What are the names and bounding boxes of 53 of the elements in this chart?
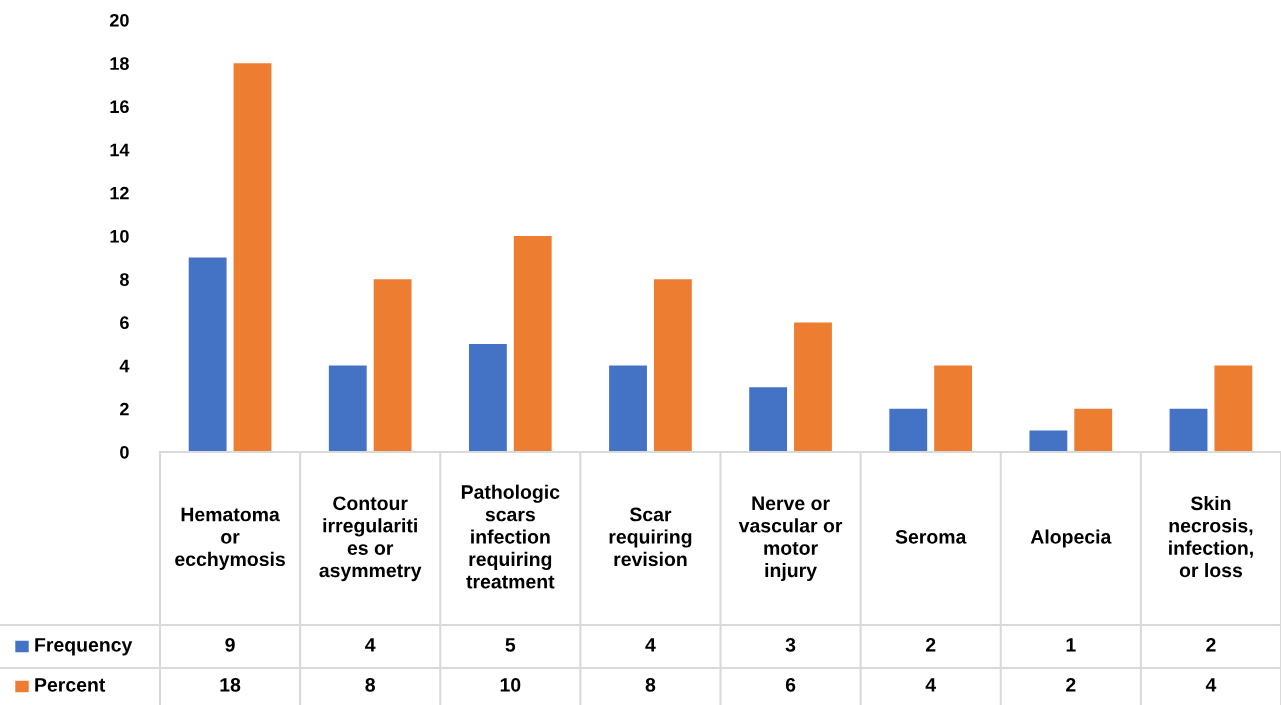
bar [1074,408,1113,452]
bar [653,279,692,452]
data-label: 6 [785,677,796,692]
x-tick-label: Hematoma or ecchymosis [175,507,285,570]
bar [328,365,367,452]
y-tick-label: 8 [119,273,129,286]
data-label: 2 [925,637,936,652]
x-tick-label: Contour irregulariti es or asymmetry [319,496,422,582]
bar [513,236,552,452]
data-label: 1 [1066,638,1076,652]
data-label: 9 [225,637,235,652]
x-tick-label: Skin necrosis, infection, or loss [1169,495,1253,578]
bar [609,365,647,452]
x-tick-label: Nerve or vascular or motor injury [738,496,843,582]
data-label: 4 [365,638,376,652]
data-label: 2 [1206,637,1216,652]
bar [373,279,412,452]
bar [889,408,928,452]
x-tick-label: Seroma [895,529,967,544]
y-tick-label: 2 [120,402,129,416]
data-label: 2 [1066,677,1076,692]
data-label: 4 [645,638,656,652]
bar [233,63,272,452]
y-tick-label: 0 [120,445,129,459]
y-tick-label: 14 [110,143,130,157]
bar [468,344,507,452]
bar [794,322,832,452]
y-tick-label: 16 [110,100,129,114]
data-label: 3 [785,637,796,652]
data-label: 8 [365,677,375,692]
y-tick-label: 4 [119,359,130,373]
data-label: 4 [1205,678,1217,692]
y-tick-label: 10 [110,229,129,243]
x-tick-label: Pathologic scars infection requiring treatment [461,484,560,589]
y-tick-label: 20 [109,13,129,27]
y-tick-label: 12 [110,186,129,200]
x-tick-label: Scar requiring revision [609,507,692,567]
bar [1214,365,1253,452]
y-tick-label: 18 [110,57,129,70]
data-label: 18 [220,677,241,692]
bar [1029,430,1068,452]
bar [1169,408,1208,452]
x-tick-label: Alopecia [1030,529,1112,548]
bar [749,387,788,452]
data-label: 8 [645,677,656,692]
data-label: 4 [925,678,936,692]
bar [934,365,973,452]
data-label: 10 [500,677,521,692]
y-tick-label: 6 [120,316,129,330]
bar [188,257,227,452]
legend-label: Percent [35,678,106,692]
legend-label: Frequency [35,638,133,656]
data-label: 5 [505,638,516,652]
